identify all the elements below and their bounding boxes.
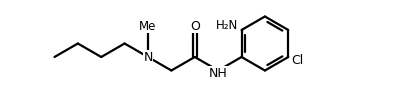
Text: Cl: Cl xyxy=(291,54,303,66)
Text: H₂N: H₂N xyxy=(216,19,239,31)
Text: Me: Me xyxy=(139,19,157,33)
Text: NH: NH xyxy=(209,67,228,80)
Text: N: N xyxy=(143,51,153,63)
Text: O: O xyxy=(190,19,200,33)
